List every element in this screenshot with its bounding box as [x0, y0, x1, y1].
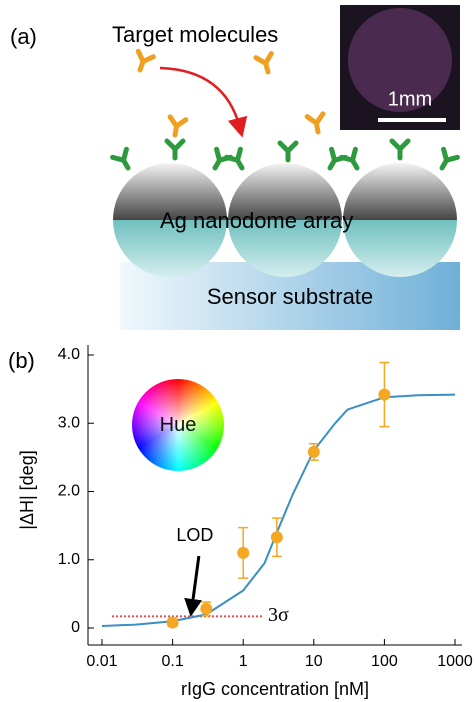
y-tick-label: 1.0: [58, 551, 80, 568]
molecule-shape: [167, 117, 186, 137]
molecule: [280, 143, 296, 160]
molecule: [132, 51, 153, 72]
chart: (a) Target molecules 1mm Sensor substrat…: [0, 0, 475, 702]
molecule: [307, 114, 326, 134]
y-tick-label: 4.0: [58, 346, 80, 363]
y-tick-label: 3.0: [58, 414, 80, 431]
molecule-shape: [342, 149, 364, 172]
molecule: [113, 149, 135, 172]
molecule: [392, 141, 408, 158]
point: [237, 547, 249, 559]
point: [378, 389, 390, 401]
y-tick-label: 2.0: [58, 483, 80, 500]
x-tick-label: 1: [239, 653, 248, 670]
x-tick-label: 10: [305, 653, 323, 670]
array-label: Ag nanodome array: [160, 208, 353, 233]
molecule: [227, 149, 249, 172]
panel-label: (b): [8, 348, 35, 373]
panel-label: (a): [10, 24, 37, 49]
molecule-shape: [227, 149, 249, 172]
threshold-label: 3σ: [268, 604, 289, 626]
substrate-label: Sensor substrate: [207, 284, 373, 309]
y-tick-label: 0: [71, 619, 80, 636]
point: [308, 446, 320, 458]
molecule: [167, 141, 183, 158]
x-tick-label: 1000: [437, 653, 473, 670]
molecule-shape: [167, 141, 183, 158]
point: [271, 531, 283, 543]
molecule: [167, 117, 186, 137]
lod-label: LOD: [176, 525, 213, 545]
x-tick-label: 0.1: [161, 653, 183, 670]
point: [167, 617, 179, 629]
molecule-shape: [307, 114, 326, 134]
molecule-shape: [256, 54, 276, 75]
point: [200, 603, 212, 615]
scale-label: 1mm: [388, 88, 432, 110]
molecule: [435, 149, 457, 172]
molecule-shape: [323, 149, 345, 172]
molecule-shape: [280, 143, 296, 160]
target-label: Target molecules: [112, 22, 278, 47]
molecule: [342, 149, 364, 172]
molecule: [208, 149, 230, 172]
x-tick-label: 0.01: [86, 653, 117, 670]
x-tick-label: 100: [371, 653, 398, 670]
x-axis-title: rIgG concentration [nM]: [181, 679, 369, 699]
molecule: [256, 54, 276, 75]
molecule-shape: [113, 149, 135, 172]
y-axis-title: |ΔH| [deg]: [17, 450, 37, 529]
molecule-shape: [435, 149, 457, 172]
hue-wheel: Hue: [132, 379, 224, 471]
lod-arrow: [192, 556, 199, 608]
figure: (a) Target molecules 1mm Sensor substrat…: [0, 0, 475, 702]
molecule-shape: [132, 51, 153, 72]
molecule: [323, 149, 345, 172]
molecule-shape: [392, 141, 408, 158]
hue-label: Hue: [160, 414, 197, 437]
molecule-shape: [208, 149, 230, 172]
